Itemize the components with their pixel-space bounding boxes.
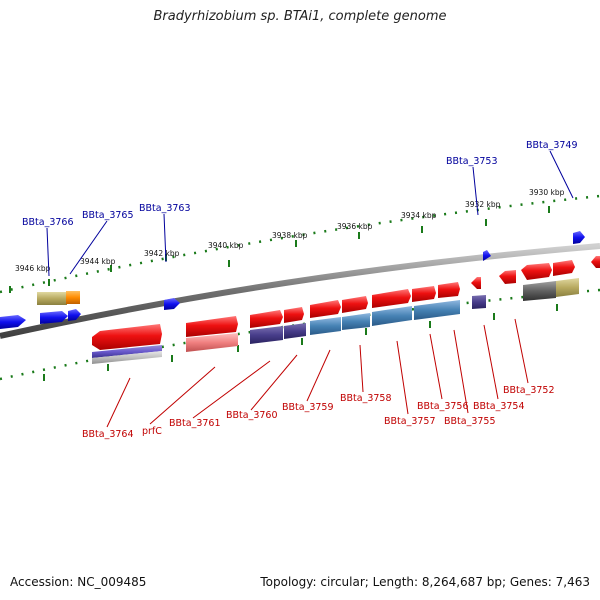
gene-arrow[interactable] — [573, 231, 585, 244]
genome-stats-text: Topology: circular; Length: 8,264,687 bp… — [260, 575, 590, 589]
scale-label: 3932 kbp — [465, 200, 501, 209]
gene-label[interactable]: BBta_3755 — [444, 416, 496, 427]
gene-arrow[interactable] — [342, 296, 368, 313]
gene-arrow[interactable] — [284, 307, 304, 323]
gene-arrow[interactable] — [438, 282, 460, 298]
gene-arrow[interactable] — [372, 289, 411, 308]
scale-label: 3942 kbp — [144, 249, 180, 258]
accession-text: Accession: NC_009485 — [10, 575, 147, 589]
top-callout-lines — [46, 150, 574, 277]
gene-arrow[interactable] — [483, 250, 491, 261]
gene-label[interactable]: BBta_3765 — [82, 210, 134, 221]
feature-bar — [284, 323, 306, 339]
gene-arrow[interactable] — [591, 256, 600, 268]
gene-arrow[interactable] — [92, 324, 162, 350]
bottom-gene-labels: BBta_3764 prfC BBta_3761 BBta_3760 BBta_… — [82, 385, 555, 440]
scale-label: 3940 kbp — [208, 241, 244, 250]
feature-bar — [523, 281, 556, 301]
gene-label[interactable]: BBta_3752 — [503, 385, 555, 396]
gene-arrow[interactable] — [412, 286, 436, 302]
map-title: Bradyrhizobium sp. BTAi1, complete genom… — [153, 9, 447, 24]
gene-label[interactable]: BBta_3761 — [169, 418, 221, 429]
gene-arrow[interactable] — [553, 260, 575, 276]
scale-ticks-lower — [43, 304, 558, 381]
scale-label: 3946 kbp — [15, 264, 51, 273]
gene-arrow[interactable] — [186, 316, 238, 337]
gene-arrow[interactable] — [0, 315, 26, 329]
gene-arrow[interactable] — [471, 277, 481, 289]
gene-arrow[interactable] — [164, 298, 180, 310]
scale-label: 3934 kbp — [401, 211, 437, 220]
scale-label: 3944 kbp — [80, 257, 116, 266]
gene-label[interactable]: BBta_3749 — [526, 140, 578, 151]
bottom-callout-lines — [106, 318, 529, 428]
scale-label: 3930 kbp — [529, 188, 565, 197]
top-gene-labels: BBta_3766 BBta_3765 BBta_3763 BBta_3753 … — [22, 140, 578, 228]
feature-bar — [66, 291, 80, 304]
top-feature-bars — [37, 291, 80, 305]
gene-arrow[interactable] — [521, 263, 552, 280]
gene-arrow[interactable] — [68, 309, 81, 321]
gene-label[interactable]: BBta_3764 — [82, 429, 134, 440]
gene-label[interactable]: BBta_3766 — [22, 217, 74, 228]
gene-label[interactable]: BBta_3757 — [384, 416, 436, 427]
top-strand-genes — [0, 231, 585, 329]
feature-bar — [186, 333, 238, 352]
scale-labels: 3946 kbp 3944 kbp 3942 kbp 3940 kbp 3938… — [15, 188, 565, 273]
bottom-feature-bars — [92, 278, 579, 364]
feature-bar — [414, 300, 460, 320]
scale-label: 3938 kbp — [272, 231, 308, 240]
feature-bar — [250, 326, 283, 344]
gene-label[interactable]: BBta_3759 — [282, 402, 334, 413]
feature-bar — [310, 317, 341, 335]
gene-label[interactable]: BBta_3758 — [340, 393, 392, 404]
gene-arrow[interactable] — [250, 310, 283, 328]
gene-label[interactable]: BBta_3763 — [139, 203, 191, 214]
feature-bar — [472, 295, 486, 309]
feature-bar — [556, 278, 579, 297]
feature-bar — [372, 306, 412, 326]
gene-label[interactable]: BBta_3753 — [446, 156, 498, 167]
feature-bar — [92, 351, 162, 364]
gene-label[interactable]: prfC — [142, 426, 162, 437]
gene-arrow[interactable] — [40, 311, 68, 324]
feature-bar — [37, 292, 67, 305]
gene-arrow[interactable] — [310, 300, 341, 318]
gene-label[interactable]: BBta_3760 — [226, 410, 278, 421]
scale-label: 3936 kbp — [337, 222, 373, 231]
genome-backbone — [0, 243, 600, 339]
gene-label[interactable]: BBta_3756 — [417, 401, 469, 412]
feature-bar — [92, 345, 162, 358]
gene-arrow[interactable] — [499, 270, 516, 284]
gene-label[interactable]: BBta_3754 — [473, 401, 525, 412]
bottom-strand-genes — [92, 256, 600, 350]
feature-bar — [342, 313, 370, 330]
